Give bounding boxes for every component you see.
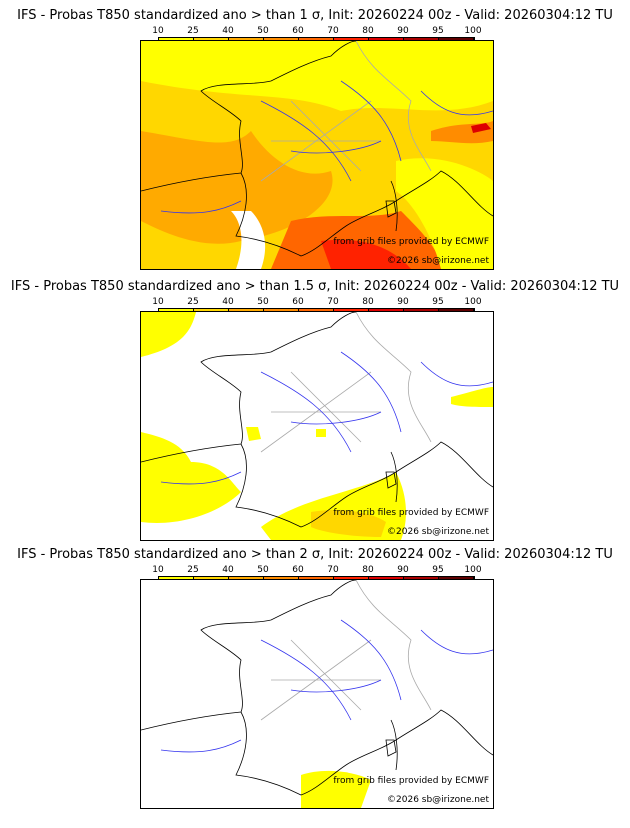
colorbar-tick-label: 40 (222, 26, 234, 36)
panel-title: IFS - Probas T850 standardized ano > tha… (17, 8, 613, 23)
colorbar-tick-label: 25 (187, 565, 199, 575)
forecast-panel: IFS - Probas T850 standardized ano > tha… (0, 539, 630, 809)
colorbar-tick-label: 50 (257, 297, 269, 307)
source-credit: from grib files provided by ECMWF (333, 776, 489, 786)
colorbar-tick-label: 60 (292, 297, 304, 307)
colorbar-tick-label: 40 (222, 565, 234, 575)
colorbar-tick-label: 25 (187, 297, 199, 307)
colorbar-tick-label: 60 (292, 26, 304, 36)
copyright-credit: ©2026 sb@irizone.net (387, 795, 489, 805)
colorbar-tick-label: 50 (257, 565, 269, 575)
copyright-credit: ©2026 sb@irizone.net (387, 256, 489, 266)
forecast-panel: IFS - Probas T850 standardized ano > tha… (0, 0, 630, 270)
colorbar-tick-label: 90 (397, 297, 409, 307)
colorbar-tick-label: 95 (432, 297, 444, 307)
colorbar-tick-label: 25 (187, 26, 199, 36)
colorbar-tick-label: 70 (327, 26, 339, 36)
colorbar-tick-label: 50 (257, 26, 269, 36)
colorbar-tick-label: 100 (464, 297, 482, 307)
colorbar-tick-label: 90 (397, 26, 409, 36)
colorbar-tick-label: 10 (152, 297, 164, 307)
colorbar-tick-label: 10 (152, 565, 164, 575)
probability-map: from grib files provided by ECMWF ©2026 … (140, 311, 494, 541)
source-credit: from grib files provided by ECMWF (333, 508, 489, 518)
copyright-credit: ©2026 sb@irizone.net (387, 527, 489, 537)
panel-title: IFS - Probas T850 standardized ano > tha… (10, 279, 620, 294)
colorbar-tick-label: 90 (397, 565, 409, 575)
colorbar-tick-label: 100 (464, 26, 482, 36)
colorbar-tick-label: 80 (362, 565, 374, 575)
colorbar-tick-label: 10 (152, 26, 164, 36)
probability-map: from grib files provided by ECMWF ©2026 … (140, 579, 494, 809)
colorbar-tick-label: 100 (464, 565, 482, 575)
colorbar-tick-label: 95 (432, 26, 444, 36)
colorbar-tick-label: 80 (362, 297, 374, 307)
probability-map: from grib files provided by ECMWF ©2026 … (140, 40, 494, 270)
colorbar-tick-label: 60 (292, 565, 304, 575)
forecast-panel: IFS - Probas T850 standardized ano > tha… (0, 271, 630, 541)
source-credit: from grib files provided by ECMWF (333, 237, 489, 247)
colorbar-tick-label: 80 (362, 26, 374, 36)
colorbar-tick-label: 70 (327, 297, 339, 307)
colorbar-tick-label: 70 (327, 565, 339, 575)
colorbar-tick-label: 95 (432, 565, 444, 575)
colorbar-tick-label: 40 (222, 297, 234, 307)
panel-title: IFS - Probas T850 standardized ano > tha… (17, 547, 613, 562)
